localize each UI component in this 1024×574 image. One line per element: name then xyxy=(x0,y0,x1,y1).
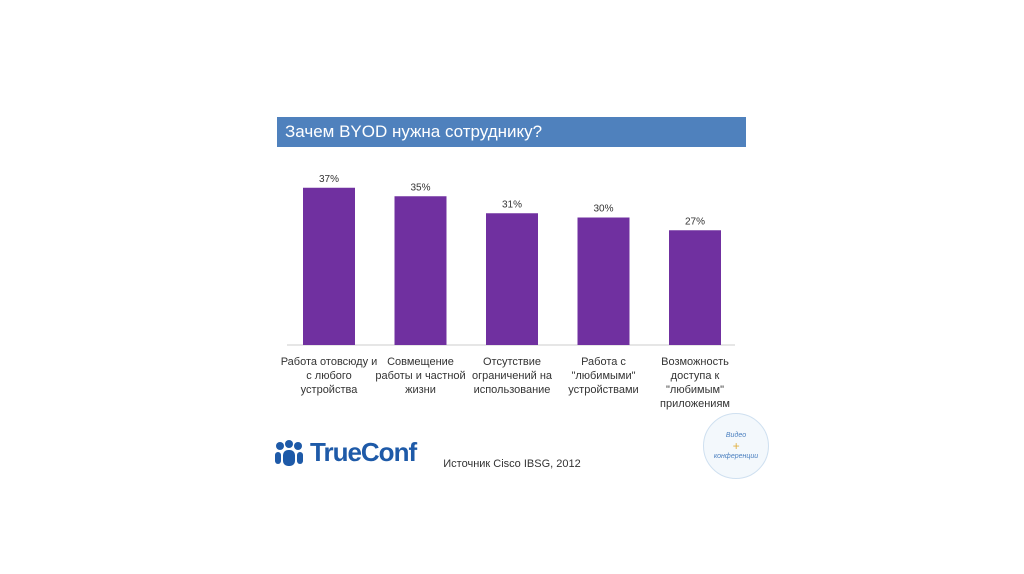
stamp-top: Видео xyxy=(725,432,747,439)
category-label: Возможность доступа к "любимым" приложен… xyxy=(660,356,730,410)
logo-text: TrueConf xyxy=(310,437,417,467)
people-icon xyxy=(275,439,303,466)
bar xyxy=(303,187,355,345)
chart-title: Зачем BYOD нужна сотруднику? xyxy=(277,117,746,147)
data-label: 35% xyxy=(410,182,430,193)
trueconf-logo: TrueConf xyxy=(272,437,417,468)
data-label: 31% xyxy=(502,199,522,210)
source-note: Источник Cisco IBSG, 2012 xyxy=(443,458,581,470)
data-label: 30% xyxy=(593,204,613,215)
category-label: Отсутствие ограничений на использование xyxy=(471,356,553,396)
stamp-bottom: конференции xyxy=(713,453,759,460)
category-label: Работа с "любимыми" устройствами xyxy=(568,356,639,396)
bar xyxy=(669,230,721,345)
video-conference-stamp: Видео + конференции xyxy=(703,413,769,479)
data-label: 37% xyxy=(319,174,339,185)
bar xyxy=(394,196,447,345)
category-label: Совмещение работы и частной жизни xyxy=(375,356,466,396)
category-label: Работа отовсюду и с любого устройства xyxy=(280,356,378,396)
bar xyxy=(486,213,538,345)
stamp-plus-icon: + xyxy=(732,439,740,453)
data-label: 27% xyxy=(685,216,705,227)
bar xyxy=(577,217,630,345)
